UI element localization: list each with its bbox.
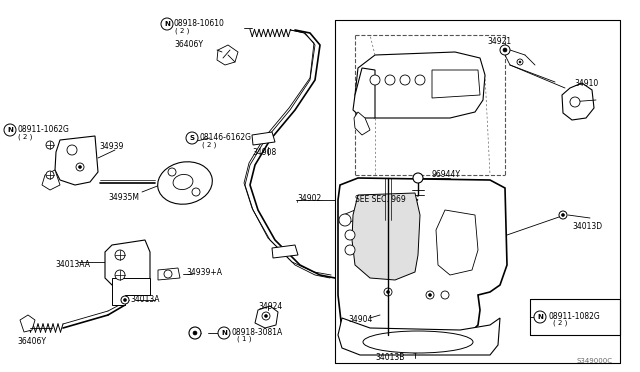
Polygon shape <box>272 245 298 258</box>
Ellipse shape <box>363 331 473 353</box>
Polygon shape <box>354 112 370 135</box>
Circle shape <box>441 291 449 299</box>
Polygon shape <box>352 193 420 280</box>
Polygon shape <box>562 83 594 120</box>
Text: 34935M: 34935M <box>108 193 139 202</box>
Text: 08146-6162G: 08146-6162G <box>199 133 251 142</box>
Text: ( 2 ): ( 2 ) <box>202 141 216 148</box>
Text: ( 2 ): ( 2 ) <box>18 133 33 140</box>
Text: 08911-1082G: 08911-1082G <box>549 312 601 321</box>
Polygon shape <box>255 306 278 328</box>
Circle shape <box>429 294 431 296</box>
Polygon shape <box>42 170 60 190</box>
Circle shape <box>500 45 510 55</box>
Text: SEE SEC. 969: SEE SEC. 969 <box>355 195 406 204</box>
Circle shape <box>192 188 200 196</box>
Text: 34902: 34902 <box>297 194 321 203</box>
Circle shape <box>79 166 81 169</box>
Circle shape <box>517 59 523 65</box>
Circle shape <box>384 288 392 296</box>
Circle shape <box>76 163 84 171</box>
Circle shape <box>46 141 54 149</box>
Polygon shape <box>20 315 35 332</box>
Ellipse shape <box>173 174 193 190</box>
Polygon shape <box>55 136 98 185</box>
Circle shape <box>410 343 420 353</box>
Circle shape <box>168 168 176 176</box>
Text: N: N <box>164 21 170 27</box>
Circle shape <box>413 173 423 183</box>
Circle shape <box>264 314 268 317</box>
Text: 08911-1062G: 08911-1062G <box>17 125 69 134</box>
Text: 34013AA: 34013AA <box>55 260 90 269</box>
Circle shape <box>115 270 125 280</box>
Text: ( 2 ): ( 2 ) <box>175 27 189 33</box>
Circle shape <box>413 346 417 350</box>
Circle shape <box>164 270 172 278</box>
Text: 34924: 34924 <box>258 302 282 311</box>
Circle shape <box>345 245 355 255</box>
Circle shape <box>415 75 425 85</box>
Text: N: N <box>221 330 227 336</box>
Polygon shape <box>355 52 485 118</box>
Text: 34013A: 34013A <box>130 295 159 304</box>
Text: 34939: 34939 <box>99 142 124 151</box>
Circle shape <box>46 171 54 179</box>
Circle shape <box>186 132 198 144</box>
Text: 34939+A: 34939+A <box>186 268 222 277</box>
Circle shape <box>193 331 197 335</box>
Circle shape <box>385 75 395 85</box>
Circle shape <box>387 291 390 294</box>
Circle shape <box>561 214 564 217</box>
Circle shape <box>559 211 567 219</box>
Polygon shape <box>353 68 375 118</box>
Circle shape <box>67 145 77 155</box>
Circle shape <box>218 327 230 339</box>
Circle shape <box>161 18 173 30</box>
Text: ( 2 ): ( 2 ) <box>553 320 568 327</box>
Text: 36406Y: 36406Y <box>17 337 46 346</box>
Polygon shape <box>338 318 500 355</box>
Polygon shape <box>217 45 238 65</box>
Ellipse shape <box>157 162 212 204</box>
Polygon shape <box>432 70 480 98</box>
Circle shape <box>503 48 507 52</box>
Circle shape <box>339 214 351 226</box>
Text: N: N <box>7 127 13 133</box>
Circle shape <box>124 298 127 301</box>
Polygon shape <box>158 268 180 280</box>
Circle shape <box>570 97 580 107</box>
Circle shape <box>400 75 410 85</box>
Circle shape <box>262 312 270 320</box>
Polygon shape <box>252 132 275 145</box>
Text: 08918-10610: 08918-10610 <box>174 19 225 28</box>
Text: N: N <box>537 314 543 320</box>
Text: 34013B: 34013B <box>375 353 404 362</box>
Polygon shape <box>105 240 150 285</box>
Text: ( 1 ): ( 1 ) <box>237 336 252 343</box>
Polygon shape <box>338 178 507 338</box>
Circle shape <box>519 61 521 63</box>
Circle shape <box>345 230 355 240</box>
Text: S: S <box>189 135 195 141</box>
Text: S349000C: S349000C <box>577 358 613 364</box>
Circle shape <box>115 250 125 260</box>
Circle shape <box>426 291 434 299</box>
Text: 34013D: 34013D <box>572 222 602 231</box>
Text: 36406Y: 36406Y <box>174 40 203 49</box>
Text: 34908: 34908 <box>252 148 276 157</box>
Polygon shape <box>112 278 150 305</box>
Text: 96944Y: 96944Y <box>432 170 461 179</box>
Circle shape <box>121 296 129 304</box>
Text: 08918-3081A: 08918-3081A <box>231 328 282 337</box>
Text: 34904: 34904 <box>348 315 372 324</box>
Text: 34910: 34910 <box>574 79 598 88</box>
Text: 34921: 34921 <box>487 37 511 46</box>
Circle shape <box>4 124 16 136</box>
Circle shape <box>189 327 201 339</box>
Polygon shape <box>436 210 478 275</box>
Circle shape <box>370 75 380 85</box>
Circle shape <box>534 311 546 323</box>
